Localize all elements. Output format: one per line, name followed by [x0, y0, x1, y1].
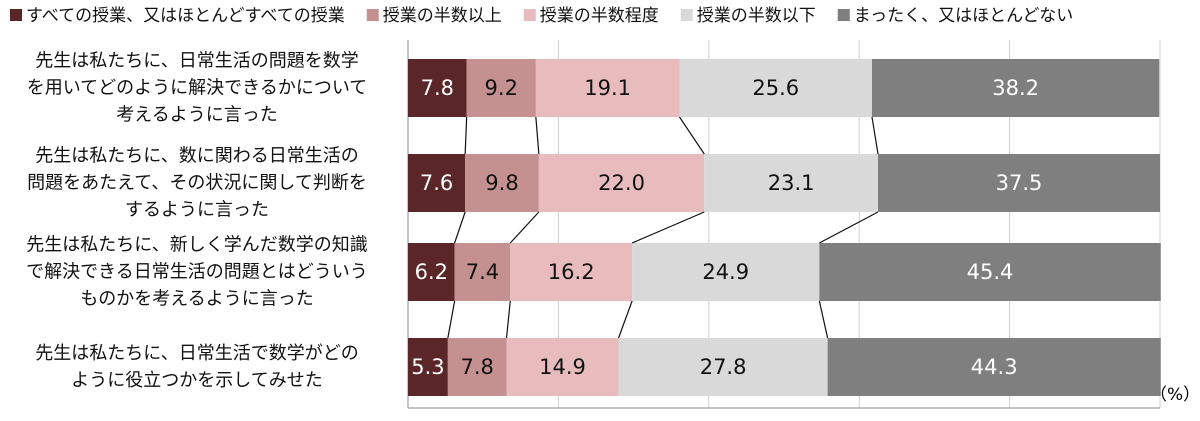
data-label: 14.9 [539, 355, 586, 379]
bar-segment [618, 338, 828, 396]
data-label: 7.6 [420, 171, 453, 195]
bar-segment [704, 154, 878, 212]
connector-line [535, 116, 540, 155]
legend-label: すべての授業、又はほとんどすべての授業 [26, 6, 345, 26]
connector-line [678, 116, 705, 155]
category-label: 先生は私たちに、日常生活で数学がどの ように役立つかを示してみせた [35, 343, 359, 391]
data-label: 19.1 [584, 76, 631, 100]
data-label: 9.8 [485, 171, 518, 195]
legend-swatch [10, 9, 22, 21]
bar-segment [408, 338, 448, 396]
data-label: 7.8 [421, 76, 454, 100]
connector-line [617, 300, 633, 339]
data-label: 44.3 [971, 355, 1018, 379]
connector-line [819, 211, 879, 244]
connector-line [509, 211, 540, 244]
connector-line [454, 211, 466, 244]
legend-swatch [837, 9, 850, 21]
bar-segment [408, 59, 467, 117]
data-label: 7.8 [460, 355, 493, 379]
bar-segment [538, 154, 705, 212]
bar-segment [871, 59, 1160, 117]
connector-line [464, 116, 468, 155]
bar-segment [510, 243, 633, 301]
data-label: 24.9 [702, 260, 749, 284]
data-label: 37.5 [996, 171, 1043, 195]
connector-line [447, 300, 456, 339]
bar-segment [454, 243, 511, 301]
bar-segment [506, 338, 619, 396]
data-label: 22.0 [598, 171, 645, 195]
legend-label: 授業の半数以下 [697, 6, 816, 26]
unit-label: （%） [1150, 385, 1200, 405]
connector-line [818, 300, 829, 339]
legend-swatch [523, 9, 536, 21]
category-label: 先生は私たちに、新しく学んだ数学の知識 で解決できる日常生活の問題とはどういう … [26, 234, 368, 310]
bar-segment [632, 243, 820, 301]
legend-label: 授業の半数程度 [540, 6, 659, 26]
data-label: 45.4 [967, 260, 1014, 284]
bar-segment [679, 59, 872, 117]
connector-line [631, 211, 705, 244]
bar-segment [466, 59, 536, 117]
bar-segment [447, 338, 507, 396]
data-label: 23.1 [768, 171, 815, 195]
legend-label: まったく、又はほとんどない [854, 6, 1073, 26]
legend-swatch [680, 9, 693, 21]
category-label: 先生は私たちに、数に関わる日常生活の 問題をあたえて、その状況に関して判断を す… [27, 145, 367, 221]
bar-segment [535, 59, 680, 117]
category-label: 先生は私たちに、日常生活の問題を数学 を用いてどのように解決できるかについて 考… [26, 50, 368, 126]
data-label: 25.6 [752, 76, 799, 100]
connector-line [505, 300, 511, 339]
data-label: 38.2 [992, 76, 1039, 100]
bar-segment [465, 154, 539, 212]
data-label: 9.2 [485, 76, 518, 100]
data-label: 27.8 [700, 355, 747, 379]
connector-line [871, 116, 879, 155]
data-label: 5.3 [411, 355, 444, 379]
bar-segment [408, 154, 466, 212]
legend-swatch [366, 9, 379, 21]
bar-segment [827, 338, 1161, 396]
data-label: 7.4 [466, 260, 499, 284]
bar-segment [819, 243, 1161, 301]
bar-segment [878, 154, 1160, 212]
bar-segment [408, 243, 455, 301]
data-label: 6.2 [415, 260, 448, 284]
legend-label: 授業の半数以上 [383, 6, 502, 26]
data-label: 16.2 [548, 260, 595, 284]
